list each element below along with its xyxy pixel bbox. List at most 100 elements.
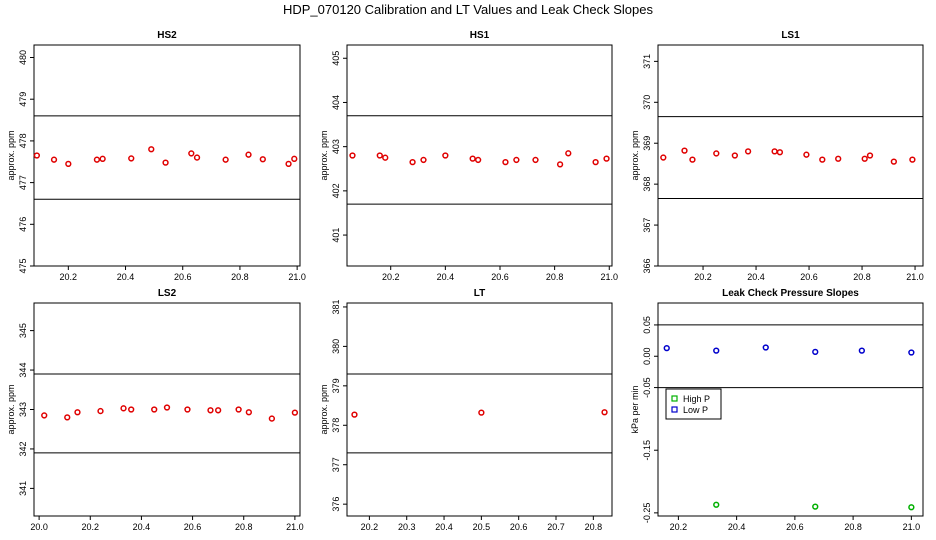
data-point bbox=[469, 155, 476, 162]
data-point bbox=[866, 152, 874, 159]
x-tick-label: 20.0 bbox=[30, 522, 48, 532]
y-tick-label: 401 bbox=[331, 228, 341, 243]
x-tick-label: 20.3 bbox=[398, 522, 416, 532]
x-tick-label: 21.0 bbox=[906, 272, 924, 282]
data-point bbox=[532, 156, 539, 164]
legend-marker bbox=[671, 395, 678, 402]
plot-frame bbox=[657, 302, 924, 517]
y-tick-label: 344 bbox=[18, 363, 28, 378]
data-point bbox=[382, 154, 389, 161]
y-axis-label: approx. ppm bbox=[630, 130, 640, 180]
data-point bbox=[502, 158, 509, 166]
data-point bbox=[908, 504, 915, 511]
x-tick-label: 20.8 bbox=[844, 522, 862, 532]
data-point bbox=[99, 155, 106, 162]
y-tick-label: 342 bbox=[18, 441, 28, 456]
y-tick-label: 476 bbox=[18, 217, 28, 232]
data-point bbox=[93, 156, 101, 163]
data-point bbox=[184, 406, 191, 413]
figure-title: HDP_070120 Calibration and LT Values and… bbox=[282, 2, 654, 17]
data-point bbox=[41, 412, 48, 419]
data-point bbox=[776, 149, 784, 156]
data-point bbox=[803, 151, 810, 158]
y-tick-label: 379 bbox=[331, 378, 341, 393]
data-point bbox=[442, 152, 449, 159]
data-point bbox=[771, 148, 778, 155]
data-point bbox=[474, 156, 482, 164]
y-axis-label: kPa per min bbox=[630, 385, 640, 433]
data-point bbox=[128, 155, 135, 162]
data-point bbox=[285, 160, 292, 167]
y-tick-label: 366 bbox=[642, 258, 652, 273]
data-point bbox=[33, 152, 41, 159]
data-point bbox=[50, 156, 58, 163]
data-point bbox=[713, 501, 720, 508]
x-tick-label: 21.0 bbox=[288, 272, 306, 282]
y-tick-label: 341 bbox=[18, 481, 28, 496]
data-point bbox=[97, 407, 104, 415]
y-tick-label: 0.00 bbox=[642, 347, 652, 365]
y-tick-label: 377 bbox=[331, 457, 341, 472]
data-point bbox=[592, 158, 599, 166]
y-tick-label: -0.15 bbox=[642, 440, 652, 461]
data-point bbox=[215, 407, 222, 414]
y-axis-label: approx. ppm bbox=[6, 130, 16, 180]
y-tick-label: 402 bbox=[331, 183, 341, 198]
y-tick-label: 404 bbox=[331, 95, 341, 110]
data-point bbox=[163, 404, 171, 411]
x-tick-label: 20.2 bbox=[694, 272, 712, 282]
y-tick-label: 381 bbox=[331, 299, 341, 314]
y-tick-label: 369 bbox=[642, 136, 652, 151]
y-tick-label: 343 bbox=[18, 402, 28, 417]
y-tick-label: 371 bbox=[642, 54, 652, 69]
panel-title: LS2 bbox=[158, 288, 177, 299]
x-tick-label: 20.8 bbox=[853, 272, 871, 282]
y-tick-label: 380 bbox=[331, 339, 341, 354]
data-point bbox=[556, 161, 564, 168]
y-axis-label: approx. ppm bbox=[6, 384, 16, 434]
x-tick-label: 20.6 bbox=[174, 272, 192, 282]
data-point bbox=[148, 146, 155, 153]
data-point bbox=[151, 406, 158, 413]
x-tick-label: 20.4 bbox=[133, 522, 151, 532]
x-tick-label: 20.8 bbox=[231, 272, 249, 282]
data-point bbox=[689, 156, 696, 163]
data-point bbox=[603, 155, 610, 162]
y-tick-label: 405 bbox=[331, 51, 341, 66]
data-point bbox=[861, 155, 868, 162]
data-point bbox=[268, 415, 276, 422]
data-point bbox=[565, 150, 572, 157]
panel-5: LT 20.2 20.3 20.4 20.5 20.6 20.7 20.8 376 377 378 3… bbox=[319, 288, 613, 532]
y-tick-label: 478 bbox=[18, 133, 28, 148]
panel-title: LS1 bbox=[781, 30, 800, 41]
data-point bbox=[65, 160, 72, 167]
data-point bbox=[245, 409, 252, 416]
data-point bbox=[660, 154, 667, 161]
data-point bbox=[128, 406, 135, 413]
data-point bbox=[351, 411, 358, 418]
data-point bbox=[663, 344, 670, 352]
y-tick-label: -0.05 bbox=[642, 377, 652, 398]
y-tick-label: 403 bbox=[331, 139, 341, 154]
x-tick-label: 20.2 bbox=[82, 522, 100, 532]
y-tick-label: 480 bbox=[18, 50, 28, 65]
data-point bbox=[376, 152, 383, 159]
x-tick-label: 20.4 bbox=[728, 522, 746, 532]
y-tick-label: 345 bbox=[18, 323, 28, 338]
y-tick-label: 376 bbox=[331, 497, 341, 512]
panel-title: HS2 bbox=[157, 30, 177, 41]
panel-2: HS1 20.2 20.4 20.6 20.8 21.0 401 402 403 404 405 ap… bbox=[319, 30, 618, 282]
x-tick-label: 20.2 bbox=[60, 272, 78, 282]
x-tick-label: 20.8 bbox=[235, 522, 253, 532]
x-tick-label: 20.5 bbox=[473, 522, 491, 532]
data-point bbox=[812, 503, 819, 510]
plot-frame bbox=[346, 302, 613, 517]
x-tick-label: 20.4 bbox=[437, 272, 455, 282]
panel-title: LT bbox=[474, 288, 485, 299]
data-point bbox=[207, 407, 214, 414]
x-tick-label: 20.2 bbox=[382, 272, 400, 282]
data-point bbox=[713, 347, 720, 354]
panel-title: Leak Check Pressure Slopes bbox=[722, 288, 859, 299]
